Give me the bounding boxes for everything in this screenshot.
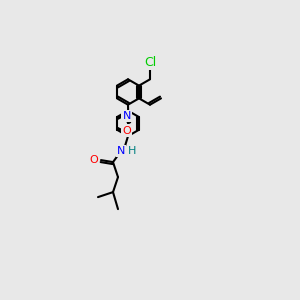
- Text: H: H: [128, 146, 136, 156]
- Text: N: N: [117, 146, 125, 156]
- Text: Cl: Cl: [144, 56, 156, 69]
- Text: O: O: [122, 126, 131, 136]
- Text: N: N: [122, 111, 131, 121]
- Text: O: O: [90, 155, 98, 165]
